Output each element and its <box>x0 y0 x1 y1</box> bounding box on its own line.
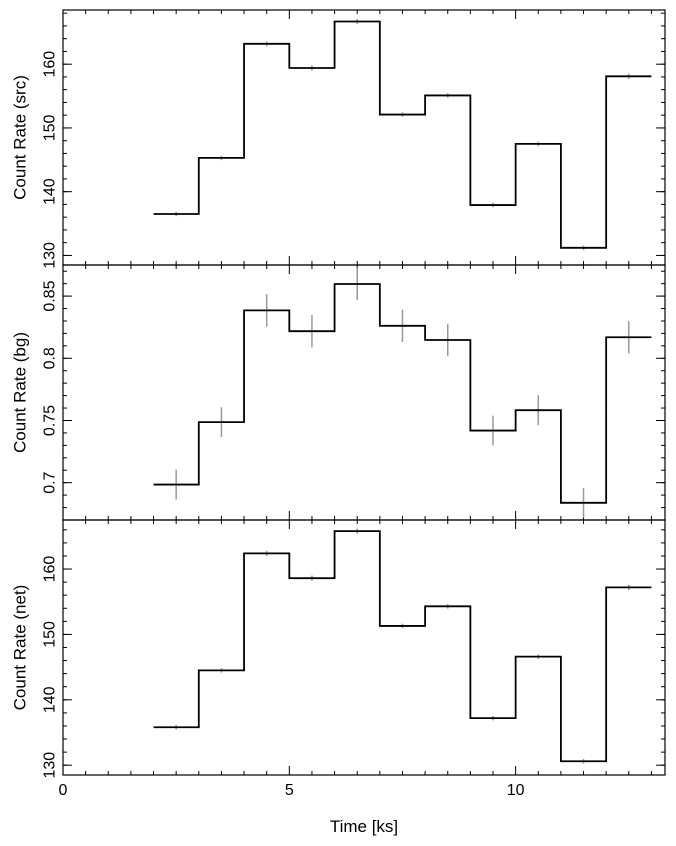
y-tick-label: 160 <box>42 51 59 78</box>
y-tick-label: 150 <box>42 114 59 141</box>
y-tick-label: 160 <box>42 556 59 583</box>
x-tick-label: 0 <box>59 782 68 799</box>
y-tick-label: 0.85 <box>42 280 59 311</box>
step-line-panel-0 <box>153 20 652 249</box>
x-tick-label: 5 <box>285 782 294 799</box>
panel-frame-1 <box>62 264 666 521</box>
x-tick-label: 10 <box>507 782 525 799</box>
y-tick-label: 130 <box>42 242 59 269</box>
y-tick-label: 0.75 <box>42 405 59 436</box>
step-line-panel-2 <box>153 530 652 763</box>
panel-frame-2 <box>62 519 666 776</box>
y-axis-label: Count Rate (net) <box>11 585 30 711</box>
step-line-panel-1 <box>153 283 652 504</box>
y-tick-label: 0.7 <box>42 471 59 493</box>
panel-frame-0 <box>62 9 666 266</box>
y-axis-label: Count Rate (src) <box>11 75 30 200</box>
y-tick-label: 130 <box>42 752 59 779</box>
y-tick-label: 140 <box>42 686 59 713</box>
y-tick-label: 150 <box>42 621 59 648</box>
y-tick-label: 140 <box>42 178 59 205</box>
y-tick-label: 0.8 <box>42 347 59 369</box>
x-axis-label: Time [ks] <box>330 817 398 836</box>
y-axis-label: Count Rate (bg) <box>11 332 30 453</box>
